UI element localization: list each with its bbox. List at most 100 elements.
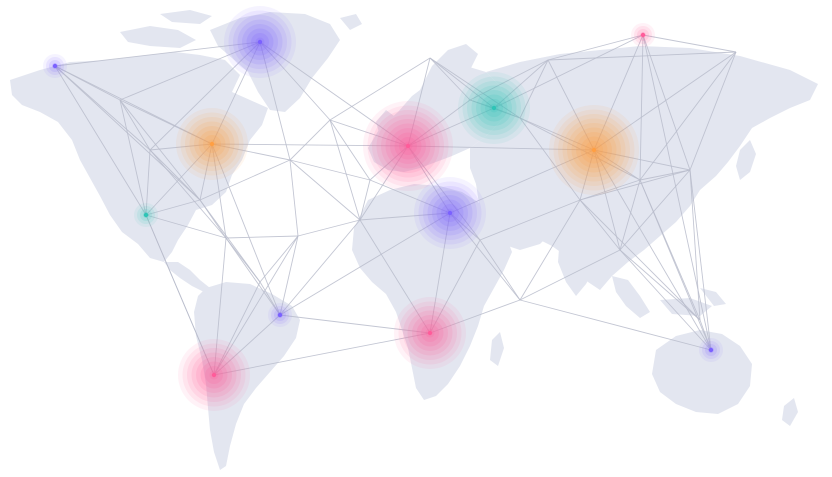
connection-line — [429, 212, 451, 334]
connection-line — [54, 65, 151, 151]
connection-line — [149, 149, 201, 201]
connection-line — [429, 57, 521, 119]
connection-line — [449, 149, 595, 214]
connection-line — [642, 34, 691, 171]
connection-line — [145, 214, 215, 376]
madagascar — [490, 332, 504, 366]
connection-line — [642, 34, 737, 53]
connection-line — [593, 149, 712, 351]
central-america — [164, 262, 210, 292]
connection-line — [279, 219, 361, 316]
connection-line — [407, 145, 451, 214]
connection-line — [289, 119, 331, 161]
hub-core — [209, 141, 215, 147]
connection-line — [519, 117, 641, 181]
connection-line — [689, 51, 737, 171]
connection-line — [369, 179, 451, 214]
connection-line — [145, 149, 151, 216]
connection-line — [211, 143, 409, 147]
connection-line — [279, 235, 299, 316]
hub-greenland — [224, 6, 296, 78]
hub-core — [211, 372, 217, 378]
connection-line — [213, 332, 431, 376]
connection-line — [119, 99, 201, 201]
connection-line — [429, 57, 495, 109]
connection-line — [619, 179, 641, 251]
connection-line — [213, 281, 261, 376]
connection-line — [54, 41, 261, 67]
hub-core — [257, 39, 263, 45]
hub-central-africa — [394, 297, 466, 369]
connection-line — [225, 235, 299, 239]
asia — [470, 46, 818, 290]
greenland — [210, 12, 340, 112]
connection-line — [329, 119, 371, 181]
connection-line — [519, 117, 581, 201]
connection-line — [519, 249, 621, 301]
hub-siberia-north — [631, 23, 655, 47]
south-america — [194, 282, 300, 470]
connection-line — [619, 249, 712, 351]
connection-line — [407, 57, 431, 147]
connection-line — [579, 169, 691, 201]
connection-line — [579, 199, 621, 251]
connection-line — [211, 143, 291, 161]
southeast-asia — [612, 276, 726, 318]
connection-line — [479, 239, 521, 301]
connection-line — [519, 299, 712, 351]
connection-line — [259, 41, 409, 147]
connection-line — [493, 34, 644, 109]
connection-line — [259, 41, 291, 161]
connection-line — [149, 41, 261, 151]
connection-line — [469, 59, 549, 101]
connection-line — [289, 159, 371, 181]
connection-line — [297, 219, 361, 237]
hub-alaska — [43, 54, 67, 78]
hub-core — [405, 143, 411, 149]
connection-line — [547, 51, 737, 61]
connection-line — [359, 179, 371, 221]
connection-line — [593, 149, 621, 251]
connection-line — [619, 169, 691, 251]
connection-line — [519, 199, 581, 301]
connection-line — [199, 159, 291, 201]
connection-line — [359, 145, 409, 221]
hub-core — [640, 32, 646, 38]
connection-line — [225, 237, 281, 316]
continents-layer — [10, 10, 818, 470]
connection-line — [689, 169, 712, 351]
connection-line — [579, 199, 701, 321]
connection-line — [369, 145, 409, 181]
connection-line — [329, 119, 409, 147]
connection-line — [479, 199, 581, 241]
connection-line — [289, 159, 299, 237]
new-zealand — [782, 398, 798, 426]
connection-line — [119, 99, 151, 151]
connection-line — [211, 41, 261, 145]
connection-line — [689, 169, 701, 321]
connection-line — [145, 214, 227, 239]
connection-line — [593, 149, 641, 181]
connection-line — [429, 57, 471, 101]
hub-russia-west — [458, 72, 530, 144]
connection-line — [519, 117, 595, 151]
arctic-islands — [120, 10, 362, 48]
network-hubs — [43, 6, 723, 411]
connection-line — [329, 119, 361, 221]
scandinavia — [420, 44, 478, 94]
connection-line — [639, 34, 644, 181]
connection-line — [547, 59, 595, 151]
hub-core — [491, 105, 497, 111]
hub-australia-east — [699, 338, 723, 362]
connection-line — [407, 99, 471, 147]
connection-line — [149, 143, 213, 151]
connection-line — [359, 212, 451, 221]
connection-line — [407, 107, 495, 147]
north-america — [10, 52, 268, 262]
connection-line — [213, 235, 299, 376]
connection-line — [213, 237, 227, 376]
hub-core — [52, 63, 58, 69]
japan — [736, 140, 756, 180]
hub-core — [427, 330, 433, 336]
